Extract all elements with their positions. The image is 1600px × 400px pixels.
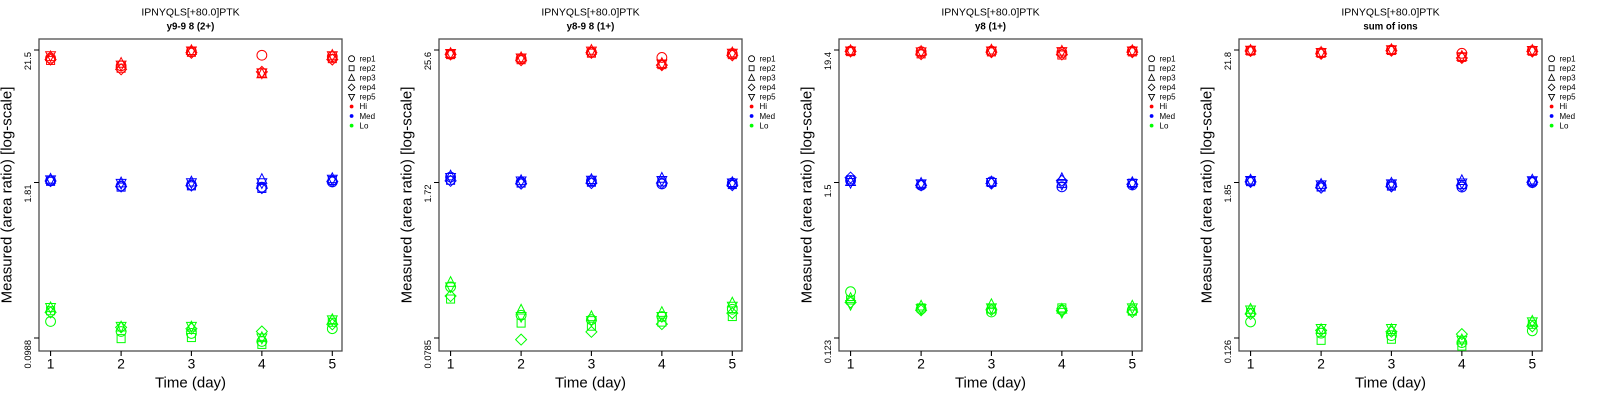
svg-text:1.72: 1.72 [423,185,433,203]
svg-text:rep2: rep2 [360,64,377,73]
svg-text:rep2: rep2 [1160,64,1177,73]
svg-text:Lo: Lo [1560,121,1569,130]
svg-text:Hi: Hi [360,102,368,111]
svg-text:4: 4 [1458,357,1466,372]
svg-text:rep1: rep1 [360,55,377,64]
svg-text:1: 1 [1247,357,1255,372]
svg-text:Measured (area ratio) [log-sca: Measured (area ratio) [log-scale] [0,87,16,304]
svg-text:rep4: rep4 [760,83,777,92]
svg-text:Hi: Hi [760,102,768,111]
svg-text:rep2: rep2 [1560,64,1577,73]
svg-text:1.5: 1.5 [823,185,833,198]
svg-text:21.8: 21.8 [1223,52,1233,70]
svg-text:rep5: rep5 [360,93,377,102]
svg-text:2: 2 [517,357,525,372]
svg-text:0.123: 0.123 [823,340,833,363]
svg-text:rep4: rep4 [1160,83,1177,92]
svg-text:0.0988: 0.0988 [23,340,33,368]
svg-text:Lo: Lo [360,121,369,130]
svg-text:Lo: Lo [1160,121,1169,130]
svg-text:5: 5 [728,357,736,372]
svg-text:IPNYQLS[+80.0]PTK: IPNYQLS[+80.0]PTK [1341,7,1439,19]
svg-text:Med: Med [1160,112,1176,121]
svg-text:Hi: Hi [1160,102,1168,111]
svg-text:Med: Med [760,112,776,121]
svg-text:Measured (area ratio) [log-sca: Measured (area ratio) [log-scale] [800,87,816,304]
svg-text:Time (day): Time (day) [155,375,226,392]
svg-text:Measured (area ratio) [log-sca: Measured (area ratio) [log-scale] [400,87,416,304]
svg-text:y8-9 8 (1+): y8-9 8 (1+) [567,21,615,32]
svg-text:rep2: rep2 [760,64,777,73]
svg-text:rep5: rep5 [760,93,777,102]
svg-text:3: 3 [188,357,196,372]
svg-text:Hi: Hi [1560,102,1568,111]
svg-text:rep1: rep1 [760,55,777,64]
svg-text:1: 1 [47,357,55,372]
svg-text:5: 5 [1528,357,1536,372]
svg-text:rep3: rep3 [760,74,777,83]
svg-text:Lo: Lo [760,121,769,130]
svg-text:2: 2 [917,357,925,372]
svg-text:y9-9 8 (2+): y9-9 8 (2+) [167,21,215,32]
svg-text:Time (day): Time (day) [955,375,1026,392]
svg-text:3: 3 [588,357,596,372]
svg-text:Time (day): Time (day) [555,375,626,392]
svg-text:19.4: 19.4 [823,52,833,70]
svg-text:rep3: rep3 [1560,74,1577,83]
svg-text:y8 (1+): y8 (1+) [975,21,1006,32]
svg-text:rep3: rep3 [1160,74,1177,83]
svg-text:rep5: rep5 [1560,93,1577,102]
svg-text:1.81: 1.81 [23,185,33,203]
svg-text:Time (day): Time (day) [1355,375,1426,392]
svg-text:4: 4 [258,357,266,372]
svg-text:1.85: 1.85 [1223,185,1233,203]
svg-text:1: 1 [447,357,455,372]
svg-text:21.5: 21.5 [23,52,33,70]
svg-text:Measured (area ratio) [log-sca: Measured (area ratio) [log-scale] [1200,87,1216,304]
svg-text:4: 4 [1058,357,1066,372]
svg-text:IPNYQLS[+80.0]PTK: IPNYQLS[+80.0]PTK [141,7,239,19]
svg-text:3: 3 [988,357,996,372]
svg-text:5: 5 [1128,357,1136,372]
svg-text:4: 4 [658,357,666,372]
svg-text:2: 2 [1317,357,1325,372]
svg-text:rep4: rep4 [1560,83,1577,92]
svg-text:1: 1 [847,357,855,372]
svg-text:Med: Med [360,112,376,121]
svg-text:rep3: rep3 [360,74,377,83]
svg-text:IPNYQLS[+80.0]PTK: IPNYQLS[+80.0]PTK [941,7,1039,19]
svg-text:3: 3 [1388,357,1396,372]
svg-text:Med: Med [1560,112,1576,121]
svg-text:IPNYQLS[+80.0]PTK: IPNYQLS[+80.0]PTK [541,7,639,19]
svg-text:25.6: 25.6 [423,52,433,70]
svg-text:rep1: rep1 [1160,55,1177,64]
svg-text:0.126: 0.126 [1223,340,1233,363]
svg-text:rep5: rep5 [1160,93,1177,102]
svg-text:0.0785: 0.0785 [423,340,433,368]
svg-text:5: 5 [328,357,336,372]
svg-text:rep4: rep4 [360,83,377,92]
svg-text:sum of ions: sum of ions [1363,21,1417,32]
svg-text:rep1: rep1 [1560,55,1577,64]
svg-text:2: 2 [117,357,125,372]
